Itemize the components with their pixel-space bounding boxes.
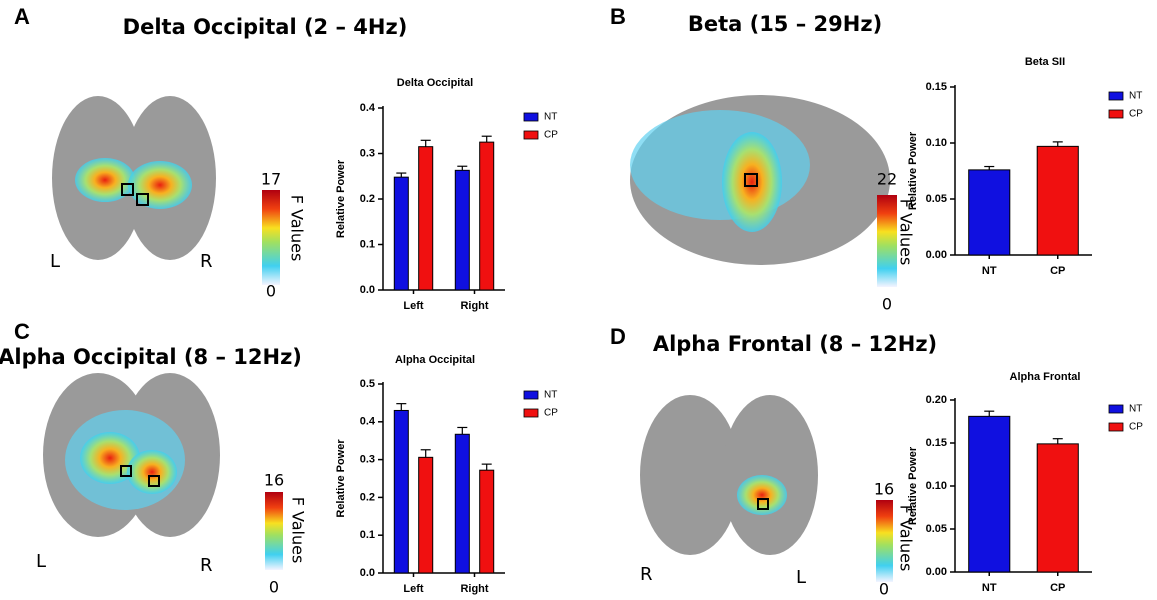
brain-b [630,95,890,265]
colorbar-label: F Values [289,497,308,564]
bar [1037,146,1078,255]
chart-title: Beta SII [1025,56,1065,68]
y-axis-label: Relative Power [335,159,347,238]
side-label: L [36,551,46,572]
x-tick-label: Right [460,300,488,312]
bar [969,416,1010,572]
bar [480,470,494,573]
colorbar [877,195,897,287]
y-tick-label: 0.15 [926,437,947,449]
brain-c [43,373,220,537]
legend-label: CP [544,408,558,419]
bar [394,410,408,573]
panel-letter: A [14,4,30,29]
legend-label: CP [1129,109,1143,120]
side-label: L [796,567,806,588]
panel-letter: B [610,4,626,29]
legend-label: NT [544,112,557,123]
y-tick-label: 0.0 [360,284,375,296]
panel-title: Beta (15 – 29Hz) [688,12,882,36]
y-tick-label: 0.10 [926,137,947,149]
panel-title: Delta Occipital (2 – 4Hz) [123,15,408,39]
legend-swatch [524,409,538,417]
colorbar [265,492,283,570]
legend-swatch [524,391,538,399]
chart-title: Alpha Occipital [395,354,475,366]
y-tick-label: 0.3 [360,147,375,159]
panel-title: Alpha Frontal (8 – 12Hz) [653,332,937,356]
legend-swatch [1109,423,1123,431]
bar [1037,444,1078,572]
y-tick-label: 0.15 [926,81,947,93]
legend-swatch [524,113,538,121]
panel-letter: C [14,319,30,344]
y-tick-label: 0.1 [360,529,375,541]
y-tick-label: 0.2 [360,491,375,503]
y-tick-label: 0.20 [926,394,947,406]
legend-swatch [1109,110,1123,118]
x-tick-label: Right [460,583,488,595]
bar [419,457,433,573]
colorbar-min: 0 [882,295,892,314]
colorbar [876,500,893,582]
y-tick-label: 0.1 [360,238,375,250]
side-label: L [50,251,60,272]
y-tick-label: 0.0 [360,567,375,579]
y-axis-label: Relative Power [907,131,919,210]
bar [969,170,1010,255]
legend-swatch [524,131,538,139]
colorbar-max: 22 [877,170,897,189]
colorbar-max: 16 [874,480,894,499]
colorbar-label: F Values [288,195,307,262]
panel-title: Alpha Occipital (8 – 12Hz) [0,345,302,369]
side-label: R [200,555,213,576]
brain-d [640,395,818,555]
colorbar-min: 0 [266,282,276,301]
y-tick-label: 0.4 [360,416,376,428]
colorbar-max: 17 [261,170,281,189]
x-tick-label: Left [403,583,424,595]
y-axis-label: Relative Power [335,439,347,518]
bar [455,434,469,573]
legend-swatch [1109,405,1123,413]
bar [419,147,433,290]
legend-label: CP [1129,422,1143,433]
colorbar-max: 16 [264,471,284,490]
chart-title: Delta Occipital [397,77,473,89]
y-tick-label: 0.00 [926,249,947,261]
y-tick-label: 0.5 [360,378,375,390]
y-axis-label: Relative Power [907,446,919,525]
y-tick-label: 0.00 [926,566,947,578]
legend-label: NT [1129,404,1142,415]
bar [480,142,494,290]
side-label: R [200,251,213,272]
y-tick-label: 0.05 [926,193,947,205]
y-tick-label: 0.10 [926,480,947,492]
x-tick-label: NT [982,265,997,277]
y-tick-label: 0.05 [926,523,947,535]
legend-label: CP [544,130,558,141]
y-tick-label: 0.4 [360,102,376,114]
y-tick-label: 0.2 [360,193,375,205]
legend-label: NT [1129,91,1142,102]
x-tick-label: CP [1050,582,1065,594]
x-tick-label: CP [1050,265,1065,277]
colorbar-min: 0 [269,578,279,597]
side-label: R [640,564,653,585]
x-tick-label: Left [403,300,424,312]
colorbar [262,190,280,285]
colorbar-min: 0 [879,580,889,599]
legend-label: NT [544,390,557,401]
bar [455,170,469,290]
figure: A Delta Occipital (2 – 4Hz) B Beta (15 –… [0,0,1157,600]
brain-a [52,96,216,260]
chart-title: Alpha Frontal [1010,371,1081,383]
bar [394,177,408,290]
y-tick-label: 0.3 [360,454,375,466]
x-tick-label: NT [982,582,997,594]
panel-letter: D [610,324,626,349]
legend-swatch [1109,92,1123,100]
